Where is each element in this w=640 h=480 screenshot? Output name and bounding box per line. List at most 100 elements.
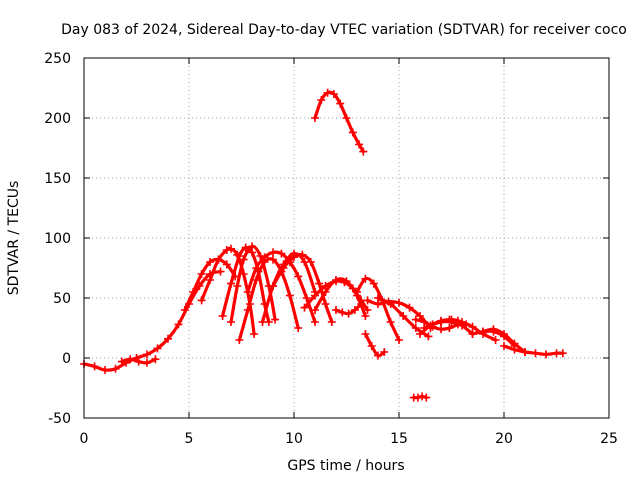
data-point-arc-high-spike-5 (342, 114, 351, 122)
data-point-arc-low-negative-1 (413, 393, 422, 402)
data-point-arc-7-9h-3 (248, 242, 256, 251)
data-point-arc-baseline-7 (153, 344, 162, 353)
series-arc-low-negative (409, 392, 431, 402)
data-point-arc-7.8-11h-8 (311, 318, 319, 326)
data-point-arc-13.5-17h-5 (416, 312, 424, 320)
data-point-arc-15.8-18h-4 (445, 324, 454, 332)
data-point-arc-13.5-14.5h-2 (374, 351, 382, 360)
data-point-arc-13-15h-4 (386, 318, 395, 326)
y-tick-label-250: 250 (44, 51, 71, 67)
y-tick-label-0: 0 (62, 351, 71, 367)
series-arc-baseline (80, 267, 225, 374)
series-line-arc-high-spike (313, 90, 365, 154)
data-point-arc-19-21h-0 (479, 327, 487, 336)
data-point-arc-baseline-6 (143, 350, 151, 359)
data-point-arc-5-7h-3 (206, 258, 214, 266)
data-point-arc-16-18.5h-0 (416, 330, 424, 338)
series-arc-13.5-14.5h (361, 330, 389, 360)
data-point-arc-5-7h-5 (222, 260, 231, 269)
axis-ticks (83, 57, 610, 419)
data-point-arc-7-10h-4 (269, 255, 277, 264)
data-point-arc-14-16.5h-1 (386, 300, 395, 308)
data-point-arc-6-8h-8 (250, 330, 259, 338)
plot-frame (83, 57, 610, 419)
chart-title: Day 083 of 2024, Sidereal Day-to-day VTE… (61, 22, 627, 38)
data-point-arc-baseline-13 (216, 267, 225, 276)
data-point-arc-high-spike-3 (329, 90, 338, 98)
data-point-arc-low-2-3h-0 (117, 357, 126, 366)
data-point-arc-19-21h-2 (500, 330, 508, 338)
data-point-arc-high-spike-0 (311, 114, 319, 122)
data-point-arc-9-12h-4 (306, 258, 315, 266)
data-point-arc-7.8-11h-2 (260, 253, 269, 262)
data-point-arc-6-8h-4 (227, 244, 235, 253)
y-tick-label-200: 200 (44, 111, 71, 127)
data-point-arc-20-22.8h-6 (558, 349, 567, 358)
data-point-arc-6-8h-0 (197, 296, 206, 305)
data-point-arc-high-spike-6 (348, 128, 357, 137)
series-arc-7-9h (227, 242, 280, 326)
data-point-arc-13.5-17h-3 (395, 298, 403, 307)
x-tick-label-10: 10 (285, 431, 303, 447)
series-arc-20-22.8h (500, 342, 567, 359)
data-point-arc-11-13.5h-5 (361, 312, 370, 320)
data-point-arc-low-2-3h-2 (134, 357, 143, 366)
x-tick-label-20: 20 (495, 431, 513, 447)
data-point-arc-7.8-11h-1 (252, 264, 261, 272)
data-point-arc-13.5-17h-0 (363, 296, 372, 305)
series-arc-low-2-3h (117, 355, 160, 367)
data-point-arc-14-16.5h-0 (374, 294, 382, 302)
data-point-arc-baseline-8 (164, 334, 172, 343)
data-point-arc-9-12h-3 (298, 250, 307, 259)
data-point-arc-15.8-18h-2 (428, 322, 437, 331)
data-point-arc-9-12h-1 (279, 264, 288, 272)
data-point-arc-15.8-18h-1 (420, 318, 429, 326)
data-point-arc-20-22.8h-1 (510, 345, 519, 354)
data-point-arc-12-14h-1 (338, 308, 347, 317)
data-point-arc-12-14h-0 (332, 306, 340, 314)
data-point-arc-6-8h-1 (206, 276, 214, 284)
series-arc-11-13.5h (311, 276, 370, 320)
x-axis-label: GPS time / hours (287, 458, 404, 474)
data-point-arc-17-19.6h-2 (458, 318, 466, 326)
data-point-arc-11-13.5h-2 (332, 276, 340, 284)
data-point-arc-low-2-3h-4 (151, 355, 160, 364)
x-tick-label-5: 5 (185, 431, 194, 447)
data-point-arc-5-7h-0 (180, 306, 189, 314)
data-point-arc-7-9h-0 (227, 318, 235, 326)
data-point-arc-5-7h-2 (197, 270, 206, 278)
series-arc-5-7h (180, 255, 240, 314)
data-point-arc-7-10h-2 (252, 276, 261, 284)
data-point-arc-9-12h-5 (315, 279, 324, 288)
data-point-arc-19-21h-1 (489, 325, 498, 334)
data-point-arc-5-7h-1 (189, 288, 198, 296)
data-point-arc-13-15h-2 (369, 279, 378, 288)
data-point-arc-13-15h-1 (361, 274, 370, 283)
data-point-arc-low-2-3h-3 (143, 358, 151, 367)
y-axis-label: SDTVAR / TECUs (6, 181, 22, 296)
series-arc-9-12h (269, 250, 336, 326)
data-point-arc-low-2-3h-1 (126, 355, 135, 364)
data-point-arc-18.5-20.5h-0 (468, 330, 477, 338)
data-point-arc-high-spike-7 (355, 140, 364, 149)
x-tick-label-25: 25 (600, 431, 618, 447)
data-point-arc-11-13.5h-1 (321, 288, 330, 296)
data-point-arc-6-8h-2 (214, 255, 223, 264)
data-point-arc-6-9h-0 (218, 312, 227, 320)
data-point-arc-7-9h-6 (271, 315, 280, 324)
data-point-arc-7-9h-4 (256, 252, 265, 260)
data-point-arc-10.5-13.5h-0 (300, 303, 309, 312)
data-point-arc-15.8-18h-3 (437, 325, 445, 334)
data-point-arc-7-10h-7 (294, 324, 303, 332)
data-point-arc-6-8h-3 (222, 246, 231, 254)
data-point-arc-high-spike-1 (317, 96, 326, 104)
data-point-arc-14-16.5h-4 (424, 332, 433, 341)
data-point-arc-7.8-11h-3 (269, 248, 277, 257)
data-point-arc-high-spike-8 (359, 147, 368, 156)
data-point-arc-13.5-14.5h-0 (361, 330, 370, 338)
data-point-arc-13-15h-0 (353, 288, 361, 296)
data-point-arc-9-12h-6 (321, 300, 330, 308)
x-tick-label-0: 0 (80, 431, 89, 447)
data-point-arc-high-spike-2 (323, 88, 332, 97)
